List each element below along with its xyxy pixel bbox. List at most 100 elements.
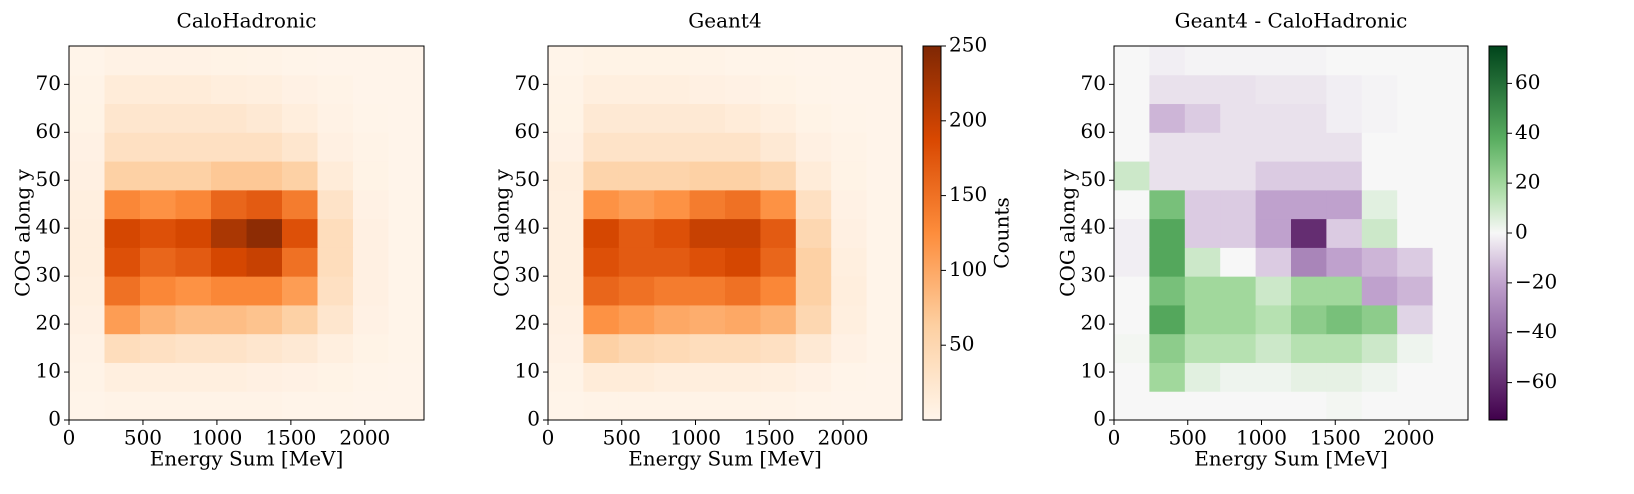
heatmap-cell	[104, 189, 141, 220]
heatmap-cell	[795, 304, 832, 335]
heatmap-cell	[1220, 103, 1257, 133]
heatmap-cell	[1255, 161, 1292, 191]
heatmap-cell	[831, 74, 868, 105]
heatmap-cell	[1432, 74, 1469, 105]
heatmap-cell	[1291, 103, 1327, 133]
heatmap-cell	[1432, 189, 1469, 220]
heatmap-cell	[795, 333, 832, 363]
heatmap-cell	[1184, 333, 1221, 363]
heatmap-cell	[831, 362, 868, 392]
y-tick-label: 60	[36, 119, 61, 143]
heatmap-cell	[1397, 247, 1434, 277]
heatmap-cell	[1114, 362, 1150, 392]
heatmap-cell	[69, 132, 105, 162]
heatmap-cell	[140, 74, 176, 105]
heatmap-cell	[282, 132, 318, 162]
heatmap-cell	[1432, 391, 1469, 421]
heatmap-cell	[388, 103, 425, 133]
heatmap-cell	[69, 304, 105, 335]
heatmap-cell	[388, 276, 425, 306]
heatmap-cell	[1361, 161, 1398, 191]
heatmap-cell	[317, 391, 354, 421]
x-tick-label: 2000	[818, 426, 869, 450]
heatmap-cell	[1114, 333, 1150, 363]
heatmap-cell	[689, 276, 726, 306]
heatmap-cell	[317, 103, 354, 133]
y-tick-label: 10	[515, 359, 540, 383]
heatmap-cell	[618, 304, 655, 335]
heatmap-cell	[1291, 276, 1327, 306]
heatmap-cell	[866, 304, 903, 335]
heatmap-cell	[866, 132, 903, 162]
heatmap-cell	[1220, 161, 1257, 191]
x-tick-label: 1000	[191, 426, 242, 450]
heatmap-cell	[1291, 391, 1327, 421]
heatmap-cell	[282, 161, 318, 191]
heatmap-cell	[1361, 74, 1398, 105]
heatmap-cell	[1255, 189, 1292, 220]
heatmap-cell	[353, 189, 389, 220]
heatmap-cell	[388, 74, 425, 105]
heatmap-cell	[175, 218, 212, 248]
heatmap-cell	[1220, 46, 1257, 76]
heatmap-cell	[760, 247, 797, 277]
heatmap-cell	[725, 218, 761, 248]
heatmap-cell	[1114, 247, 1150, 277]
heatmap-cell	[246, 189, 283, 220]
heatmap-cell	[689, 74, 726, 105]
heatmap-cell	[1397, 362, 1434, 392]
heatmap-cell	[618, 218, 655, 248]
heatmap-cell	[548, 132, 584, 162]
heatmap-cell	[211, 304, 247, 335]
heatmap-cell	[317, 218, 354, 248]
heatmap-cell	[831, 247, 868, 277]
colorbar-tick-label: 250	[949, 33, 987, 57]
colorbar-tick-label: 40	[1515, 120, 1540, 144]
heatmap-cell	[1361, 46, 1398, 76]
heatmap-cell	[1326, 103, 1363, 133]
x-tick-label: 2000	[1384, 426, 1435, 450]
heatmap-cell	[353, 362, 389, 392]
heatmap-cell	[1184, 103, 1221, 133]
heatmap-cell	[618, 333, 655, 363]
chart-title: Geant4	[688, 9, 761, 33]
chart-title: Geant4 - CaloHadronic	[1175, 9, 1408, 33]
heatmap-cell	[725, 132, 761, 162]
heatmap-cell	[583, 333, 620, 363]
y-tick-label: 50	[515, 167, 540, 191]
heatmap-cell	[175, 132, 212, 162]
heatmap-cell	[795, 276, 832, 306]
heatmap-cell	[548, 103, 584, 133]
heatmap-cell	[246, 304, 283, 335]
heatmap-cell	[760, 46, 797, 76]
heatmap-cell	[654, 304, 691, 335]
heatmap-cell	[1326, 74, 1363, 105]
heatmap-cell	[1184, 189, 1221, 220]
heatmap-cell	[69, 103, 105, 133]
heatmap-cell	[317, 362, 354, 392]
heatmap-cell	[211, 74, 247, 105]
heatmap-cell	[353, 103, 389, 133]
heatmap-cell	[1114, 189, 1150, 220]
heatmap-cell	[140, 218, 176, 248]
colorbar-tick-label: 0	[1515, 220, 1528, 244]
heatmap-cell	[1432, 362, 1469, 392]
y-tick-label: 0	[48, 407, 61, 431]
heatmap-cell	[583, 276, 620, 306]
heatmap-cell	[69, 74, 105, 105]
heatmap-cell	[1432, 333, 1469, 363]
heatmap-cell	[282, 247, 318, 277]
heatmap-cell	[583, 46, 620, 76]
chart-title: CaloHadronic	[177, 9, 317, 33]
heatmap-cell	[282, 218, 318, 248]
heatmap-cell	[388, 218, 425, 248]
heatmap-cell	[689, 362, 726, 392]
heatmap-cell	[1291, 362, 1327, 392]
heatmap-cell	[760, 333, 797, 363]
heatmap-cell	[760, 132, 797, 162]
heatmap-cell	[795, 247, 832, 277]
heatmap-cell	[1361, 304, 1398, 335]
heatmap-cell	[211, 132, 247, 162]
heatmap-cell	[1397, 304, 1434, 335]
heatmap-cell	[211, 218, 247, 248]
